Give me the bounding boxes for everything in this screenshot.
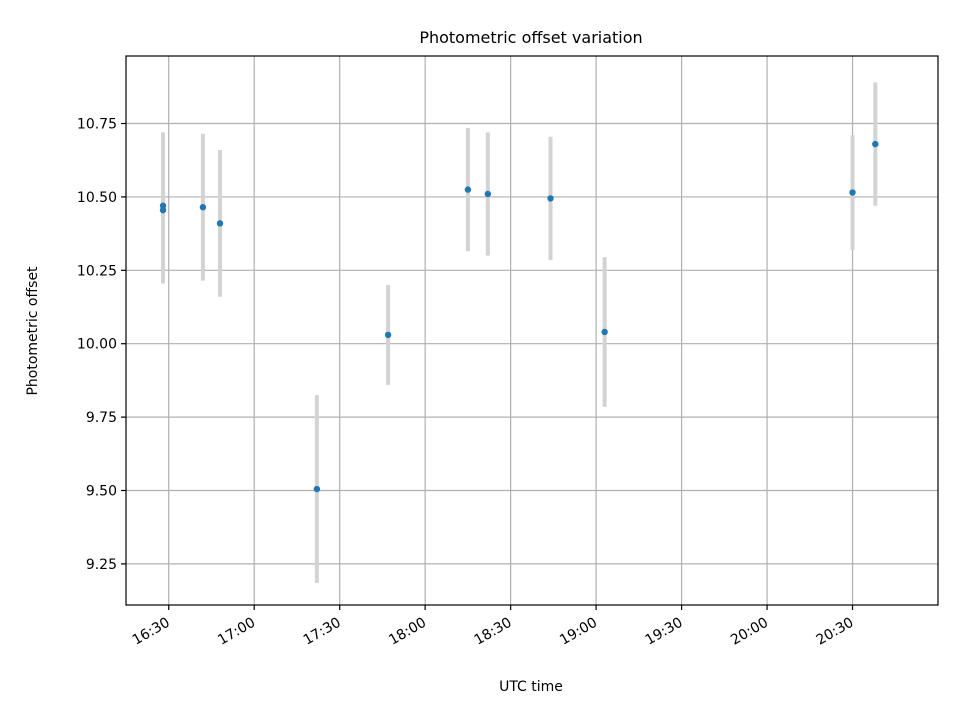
data-point (484, 190, 492, 198)
y-tick-label: 9.25 (86, 557, 117, 573)
y-tick-label: 9.50 (86, 484, 117, 500)
data-point (384, 331, 392, 339)
data-point (547, 195, 554, 202)
y-tick-label: 10.00 (77, 337, 117, 353)
data-point (872, 140, 879, 148)
data-point (159, 206, 167, 214)
data-point (159, 202, 167, 209)
data-point (464, 186, 472, 193)
y-tick-label: 10.75 (77, 117, 117, 133)
grid (126, 56, 938, 605)
y-tick-label: 9.75 (86, 410, 117, 426)
data-point (849, 189, 856, 196)
data-point (216, 220, 224, 227)
y-tick-label: 10.25 (77, 263, 117, 279)
data-point (199, 203, 207, 211)
plot-area-frame (125, 55, 939, 606)
y-tick-label: 10.50 (77, 190, 117, 206)
data-point (313, 485, 321, 493)
data-points (159, 140, 879, 493)
y-axis-ticks: 9.25 9.50 9.75 10.00 10.25 10.50 10.75 (77, 117, 126, 573)
chart-title: Photometric offset variation (419, 28, 642, 47)
y-axis-label: Photometric offset (25, 266, 41, 396)
x-axis-label: UTC time (499, 679, 563, 695)
data-point (601, 328, 608, 336)
